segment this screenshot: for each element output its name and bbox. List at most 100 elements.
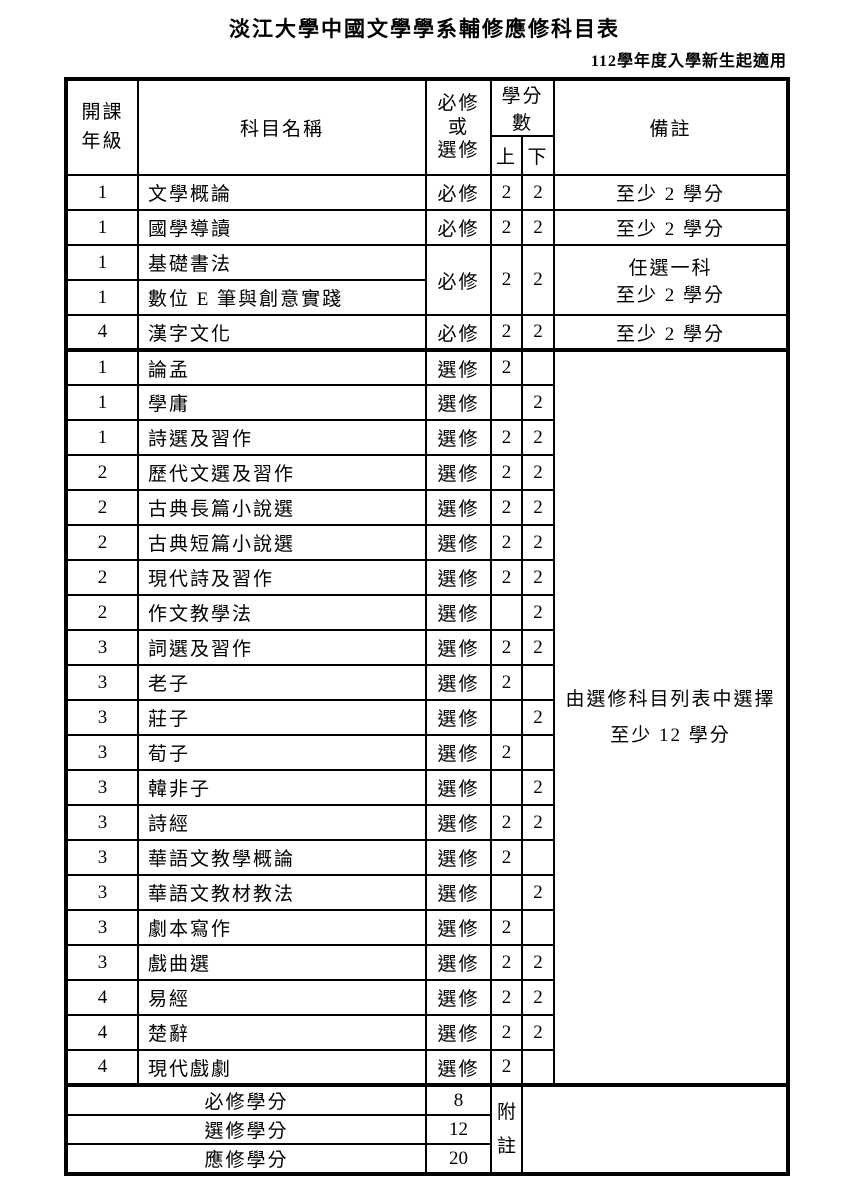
credit-up-cell: 2 [490, 944, 523, 981]
header-sem-first: 上 [490, 135, 523, 176]
type-cell: 選修 [425, 594, 492, 631]
grade-cell: 3 [65, 909, 139, 946]
course-cell: 華語文教材教法 [137, 874, 427, 911]
grade-cell: 4 [65, 979, 139, 1016]
credit-down-cell: 2 [520, 209, 556, 246]
credit-up-cell: 2 [490, 348, 523, 386]
credit-up-cell: 2 [490, 804, 523, 841]
table-row: 3 華語文教學概論 選修 2 [65, 839, 788, 876]
table-row: 2 作文教學法 選修 2 [65, 594, 788, 631]
table-row: 1 基礎書法 必修 2 2 任選一科 至少 2 學分 [65, 244, 790, 316]
grade-cell: 3 [65, 734, 139, 771]
grade-cell: 1 [65, 384, 139, 421]
table-row: 2 現代詩及習作 選修 2 2 [65, 559, 788, 596]
type-cell: 選修 [425, 489, 492, 526]
table-row: 1 詩選及習作 選修 2 2 [65, 419, 788, 456]
course-cell: 劇本寫作 [137, 909, 427, 946]
table-header: 開課 年級 科目名稱 必修 或 選修 學分數 備註 上 下 [65, 78, 790, 176]
grade-cell: 3 [65, 699, 139, 736]
remark-cell: 至少 2 學分 [553, 209, 790, 246]
remark-cell: 由選修科目列表中選擇 至少 12 學分 [553, 348, 790, 1086]
grade-cell: 4 [65, 1049, 139, 1086]
credit-down-cell: 2 [520, 594, 556, 631]
table-row: 1 數位 E 筆與創意實踐 [65, 279, 788, 316]
credit-up-cell: 2 [490, 454, 523, 491]
course-cell: 漢字文化 [137, 314, 427, 351]
table-row: 2 古典長篇小說選 選修 2 2 [65, 489, 788, 526]
course-cell: 作文教學法 [137, 594, 427, 631]
header-sem-second: 下 [520, 135, 556, 176]
header-remark: 備註 [553, 78, 790, 176]
credit-up-cell: 2 [490, 419, 523, 456]
credit-up-cell: 2 [490, 979, 523, 1016]
remark-cell: 至少 2 學分 [553, 314, 790, 351]
credit-up-cell [490, 874, 523, 911]
credit-up-cell: 2 [490, 664, 523, 701]
credit-down-cell [520, 839, 556, 876]
course-cell: 華語文教學概論 [137, 839, 427, 876]
type-cell: 選修 [425, 1014, 492, 1051]
grade-cell: 4 [65, 1014, 139, 1051]
course-cell: 楚辭 [137, 1014, 427, 1051]
type-cell: 選修 [425, 559, 492, 596]
credit-down-cell [520, 909, 556, 946]
type-cell: 選修 [425, 629, 492, 666]
credit-down-cell: 2 [520, 979, 556, 1016]
footer-row: 必修學分 8 附 註 [65, 1083, 790, 1175]
credit-up-cell: 2 [490, 524, 523, 561]
credit-up-cell: 2 [490, 909, 523, 946]
grade-cell: 3 [65, 664, 139, 701]
grade-cell: 2 [65, 559, 139, 596]
table-row: 4 易經 選修 2 2 [65, 979, 788, 1016]
table-row: 2 歷代文選及習作 選修 2 2 [65, 454, 788, 491]
header-required-or-elective: 必修 或 選修 [425, 78, 492, 176]
type-cell: 選修 [425, 979, 492, 1016]
table-body: 1 文學概論 必修 2 2 至少 2 學分 1 國學導讀 必修 2 2 至少 2 學分 1 基礎書法 必修 2… [65, 174, 790, 1175]
credit-down-cell: 2 [520, 804, 556, 841]
type-cell: 選修 [425, 524, 492, 561]
grade-cell: 3 [65, 944, 139, 981]
credit-up-cell [490, 384, 523, 421]
type-cell: 選修 [425, 909, 492, 946]
table-row: 3 華語文教材教法 選修 2 [65, 874, 788, 911]
type-cell: 選修 [425, 699, 492, 736]
course-cell: 論孟 [137, 348, 427, 386]
table-row: 3 劇本寫作 選修 2 [65, 909, 788, 946]
grade-cell: 3 [65, 874, 139, 911]
footer-label-cell: 應修學分 [65, 1143, 427, 1175]
table-row: 3 詩經 選修 2 2 [65, 804, 788, 841]
grade-cell: 3 [65, 629, 139, 666]
type-cell: 必修 [425, 244, 492, 316]
credit-down-cell: 2 [520, 769, 556, 806]
course-cell: 詞選及習作 [137, 629, 427, 666]
credit-up-cell: 2 [490, 174, 523, 211]
type-cell: 選修 [425, 734, 492, 771]
footer-value-cell: 20 [425, 1143, 492, 1175]
remark-cell: 任選一科 至少 2 學分 [553, 244, 790, 316]
credit-down-cell: 2 [520, 174, 556, 211]
course-cell: 老子 [137, 664, 427, 701]
course-cell: 學庸 [137, 384, 427, 421]
header-course-name: 科目名稱 [137, 78, 427, 176]
type-cell: 選修 [425, 804, 492, 841]
type-cell: 選修 [425, 874, 492, 911]
credit-up-cell: 2 [490, 734, 523, 771]
credit-up-cell [490, 699, 523, 736]
credit-down-cell [520, 1049, 556, 1086]
credit-up-cell: 2 [490, 559, 523, 596]
credit-down-cell: 2 [520, 1014, 556, 1051]
course-cell: 國學導讀 [137, 209, 427, 246]
credit-down-cell: 2 [520, 454, 556, 491]
credit-up-cell [490, 769, 523, 806]
header-credits: 學分數 [489, 78, 556, 137]
header-grade: 開課 年級 [65, 78, 139, 176]
type-cell: 選修 [425, 839, 492, 876]
table-row: 3 詞選及習作 選修 2 2 [65, 629, 788, 666]
credit-down-cell: 2 [520, 874, 556, 911]
credit-down-cell [520, 348, 556, 386]
type-cell: 必修 [425, 314, 492, 351]
credit-down-cell: 2 [520, 559, 556, 596]
credit-down-cell: 2 [520, 524, 556, 561]
grade-cell: 1 [65, 174, 139, 211]
table-row: 1 國學導讀 必修 2 2 至少 2 學分 [65, 209, 790, 246]
